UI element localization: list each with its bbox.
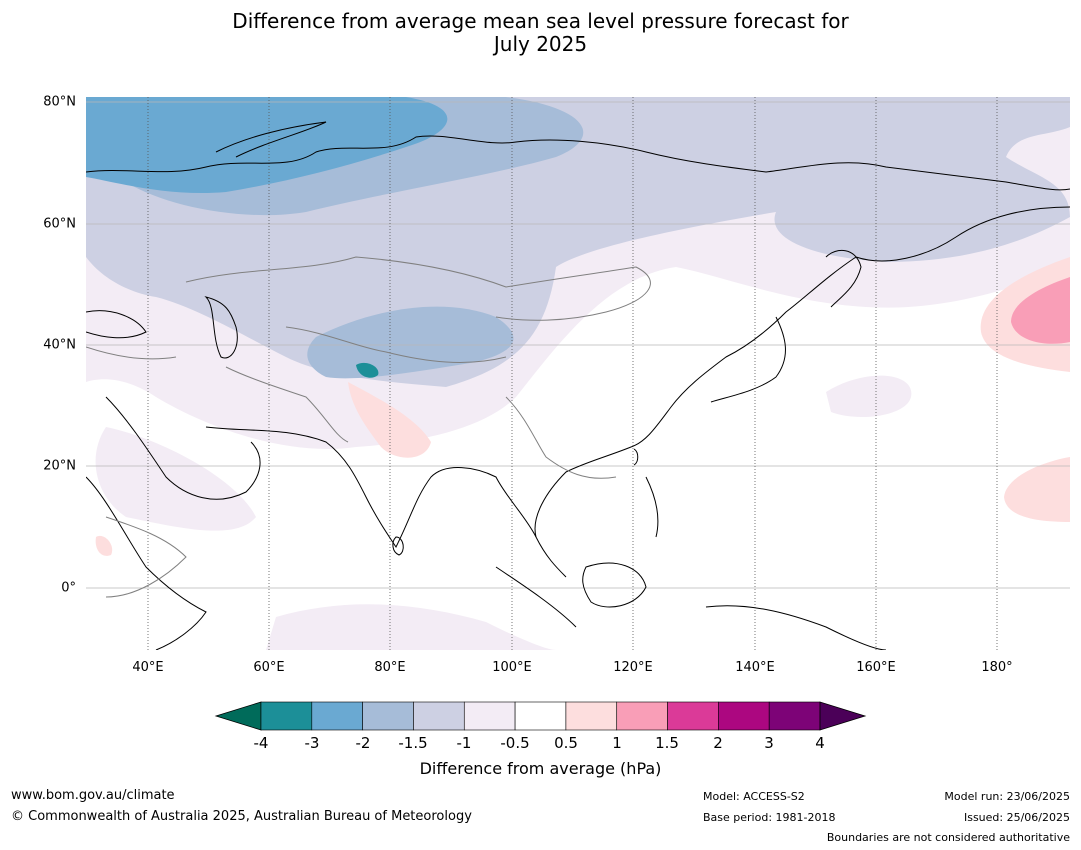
region-minus-0-5-to-minus-1-arabia	[95, 427, 256, 531]
colorbar-swatch	[565, 701, 618, 731]
colorbar-swatch	[463, 701, 516, 731]
coastline-new-guinea	[705, 605, 887, 650]
colorbar-tick-minus-3: -3	[304, 734, 320, 752]
colorbar-swatch	[768, 701, 821, 731]
colorbar-under-arrow	[214, 701, 262, 731]
latitude-gridlines	[86, 101, 1070, 589]
colorbar-tick-minus-1-5: -1.5	[398, 734, 428, 752]
colorbar-swatch	[514, 701, 567, 731]
coastlines	[86, 121, 1070, 650]
lon-label-160e: 160°E	[856, 660, 896, 675]
colorbar-tick-0-5: 0.5	[554, 734, 578, 752]
lon-label-180: 180°	[981, 660, 1013, 675]
colorbar-tick-minus-4: -4	[253, 734, 269, 752]
lat-label-20n: 20°N	[43, 458, 76, 474]
anomaly-contours	[86, 97, 1070, 650]
model-text: Model: ACCESS-S2	[703, 790, 805, 803]
colorbar-swatch	[362, 701, 414, 731]
colorbar-tick-1: 1	[612, 734, 622, 752]
coastline-sri-lanka	[392, 536, 404, 556]
lat-label-60n: 60°N	[43, 216, 76, 232]
region-1-to-1-5-pacific-north	[1011, 277, 1070, 344]
colorbar-title: Difference from average (hPa)	[419, 759, 662, 778]
coastline-novaya-zemlya	[215, 121, 327, 158]
lon-label-100e: 100°E	[492, 660, 532, 675]
coastline-philippines	[645, 476, 659, 538]
colorbar-swatch	[667, 701, 719, 731]
website-link[interactable]: www.bom.gov.au/climate	[11, 788, 175, 803]
region-minus-0-5-to-minus-1-sea	[266, 604, 556, 650]
colorbar-tick-minus-1: -1	[456, 734, 472, 752]
coastline-caspian	[204, 296, 238, 359]
coastline-japan	[710, 316, 786, 403]
lon-label-60e: 60°E	[253, 660, 285, 675]
colorbar-swatch	[260, 701, 313, 731]
colorbar-swatch	[616, 701, 668, 731]
coastline-africa-east	[86, 476, 207, 650]
colorbar-tick-1-5: 1.5	[655, 734, 679, 752]
colorbar-swatch	[718, 701, 770, 731]
region-minus-1-5-to-minus-2-centralasia	[307, 306, 514, 379]
coastline-east-asia	[534, 206, 1070, 578]
coastline-borneo	[582, 562, 647, 608]
issued-text: Issued: 25/06/2025	[963, 811, 1070, 824]
chart-title: Difference from average mean sea level p…	[0, 10, 1081, 56]
lat-label-40n: 40°N	[43, 337, 76, 353]
lon-label-140e: 140°E	[735, 660, 775, 675]
colorbar-swatch	[413, 701, 465, 731]
lon-label-40e: 40°E	[132, 660, 164, 675]
model-run-text: Model run: 23/06/2025	[944, 790, 1070, 803]
colorbar	[214, 701, 867, 731]
copyright-text: © Commonwealth of Australia 2025, Austra…	[11, 809, 472, 824]
lon-label-120e: 120°E	[613, 660, 653, 675]
colorbar-tick-minus-0-5: -0.5	[500, 734, 530, 752]
base-period-text: Base period: 1981-2018	[703, 811, 836, 824]
coastline-south-asia	[205, 426, 537, 548]
longitude-gridlines	[147, 97, 998, 650]
colorbar-tick-2: 2	[713, 734, 723, 752]
lat-label-0: 0°	[61, 580, 76, 596]
coastline-sumatra	[495, 566, 577, 628]
region-0-5-to-1-pacific-south	[1004, 457, 1070, 522]
country-boundaries	[86, 256, 651, 598]
colorbar-tick-minus-2: -2	[355, 734, 371, 752]
coastline-kamchatka	[825, 249, 862, 308]
lon-label-80e: 80°E	[374, 660, 406, 675]
title-line-1: Difference from average mean sea level p…	[232, 9, 849, 33]
region-0-5-to-1-africa	[95, 535, 113, 556]
colorbar-tick-4: 4	[815, 734, 825, 752]
map-svg	[86, 97, 1070, 650]
colorbar-tick-3: 3	[764, 734, 774, 752]
region-minus-3-to-minus-4	[356, 362, 379, 378]
coastline-arabia	[105, 396, 261, 500]
lat-label-80n: 80°N	[43, 94, 76, 110]
colorbar-over-arrow	[819, 701, 867, 731]
coastline-taiwan	[633, 448, 639, 466]
title-line-2: July 2025	[493, 32, 588, 56]
colorbar-swatch	[311, 701, 363, 731]
pressure-anomaly-map	[86, 97, 1070, 650]
region-0-5-to-1-india	[348, 382, 431, 458]
region-minus-2-to-minus-3	[86, 97, 448, 194]
coastline-black-sea	[86, 310, 147, 339]
disclaimer-text: Boundaries are not considered authoritat…	[826, 831, 1070, 844]
coastline-arctic	[86, 135, 1070, 191]
region-minus-0-5-to-minus-1-pacific	[826, 375, 912, 417]
